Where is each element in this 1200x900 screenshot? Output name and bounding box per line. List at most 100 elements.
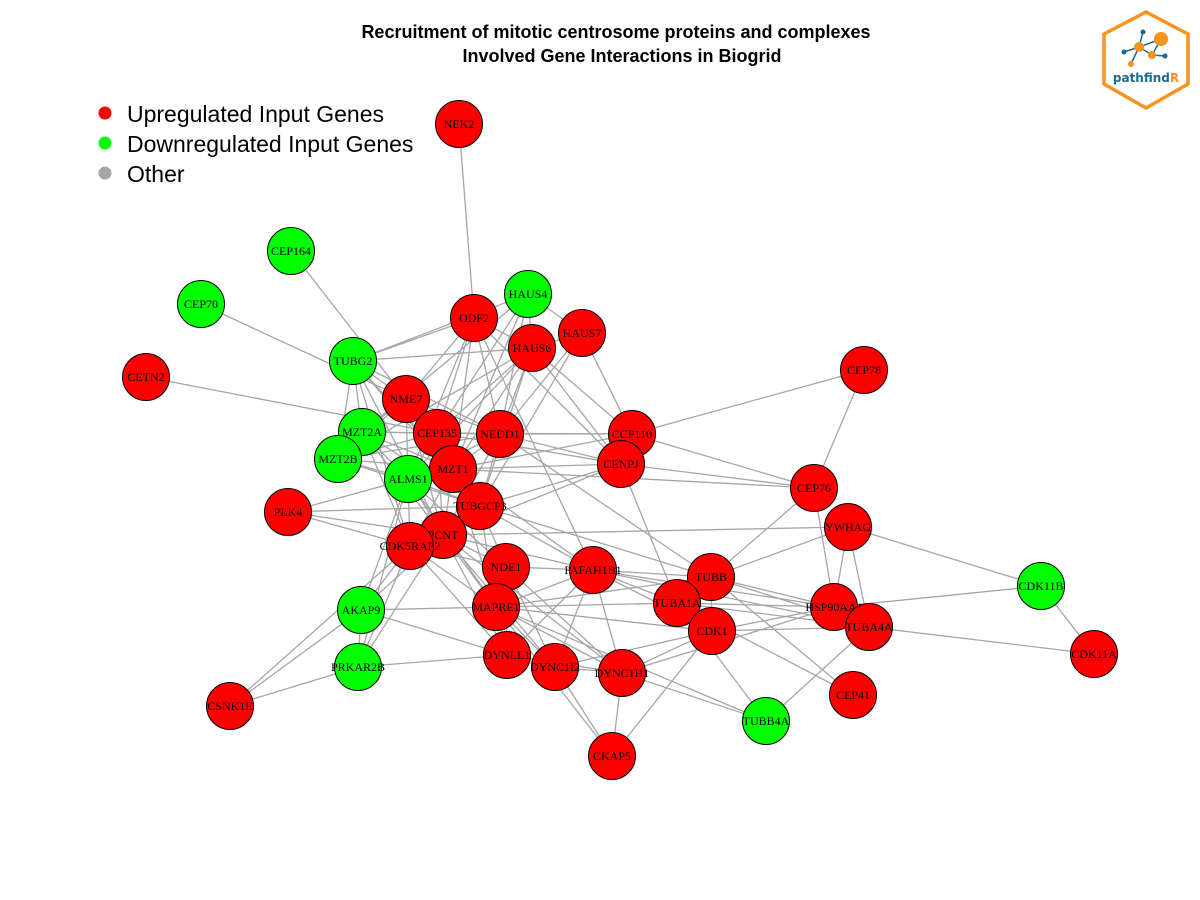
gene-label: HSP90AA1 bbox=[805, 600, 862, 614]
gene-label: CDK1 bbox=[696, 624, 727, 638]
edge-nde1-dync1h1 bbox=[505, 566, 623, 674]
gene-node-circle bbox=[456, 482, 504, 530]
gene-label: CEP70 bbox=[184, 297, 218, 311]
gene-node-circle bbox=[687, 553, 735, 601]
gene-label: MZT1 bbox=[437, 462, 468, 476]
gene-node-cep70: CEP70 bbox=[177, 280, 225, 328]
gene-label: NDE1 bbox=[491, 560, 522, 574]
gene-node-tuba1a: TUBA1A bbox=[653, 579, 701, 627]
gene-node-circle bbox=[688, 607, 736, 655]
gene-node-cenpj: CENPJ bbox=[597, 440, 645, 488]
gene-label: HAUS4 bbox=[509, 287, 548, 301]
gene-node-nek2: NEK2 bbox=[435, 100, 483, 148]
edge-tubb-cep41 bbox=[710, 576, 854, 696]
gene-node-circle bbox=[845, 603, 893, 651]
gene-label: ALMS1 bbox=[388, 472, 427, 486]
gene-node-circle bbox=[382, 375, 430, 423]
edge-ccp110-mzt1 bbox=[452, 433, 633, 470]
edge-haus6-mzt1 bbox=[452, 347, 533, 470]
gene-node-cep164: CEP164 bbox=[267, 227, 315, 275]
edge-cdk5rap2-dynll1 bbox=[409, 545, 508, 656]
edge-tuba4a-cdk11a bbox=[868, 626, 1095, 655]
edge-haus6-alms1 bbox=[407, 347, 533, 480]
gene-node-mapre1: MAPRE1 bbox=[472, 583, 520, 631]
gene-label: CDK11B bbox=[1019, 579, 1064, 593]
gene-node-tubg2: TUBG2 bbox=[329, 337, 377, 385]
legend-label-other: Other bbox=[127, 161, 185, 187]
gene-label: YWHAG bbox=[825, 520, 871, 534]
legend-marker-up bbox=[98, 106, 112, 120]
title-line-2: Involved Gene Interactions in Biogrid bbox=[462, 46, 781, 66]
title-line-1: Recruitment of mitotic centrosome protei… bbox=[361, 22, 870, 42]
edge-akap9-dynll1 bbox=[360, 609, 508, 656]
edge-nedd1-tubb bbox=[499, 433, 712, 578]
gene-node-dynll1: DYNLL1 bbox=[483, 631, 531, 679]
gene-node-haus7: HAUS7 bbox=[558, 309, 606, 357]
gene-label: CEP164 bbox=[271, 244, 311, 258]
edge-haus7-tubgcp3 bbox=[479, 332, 583, 507]
gene-node-circle bbox=[337, 586, 385, 634]
gene-node-nde1: NDE1 bbox=[482, 543, 530, 591]
gene-label: PRKAR2B bbox=[331, 660, 385, 674]
logo-text: pathfindR bbox=[1113, 71, 1179, 85]
edge-nek2-odf2 bbox=[458, 123, 475, 319]
gene-node-circle bbox=[122, 353, 170, 401]
edge-cdk1-mapre1 bbox=[495, 606, 713, 632]
gene-label: TUBB4A bbox=[743, 714, 790, 728]
legend-label-down: Downregulated Input Genes bbox=[127, 131, 413, 157]
network-logo-icon bbox=[1121, 29, 1168, 67]
edge-alms1-prkar2b bbox=[357, 478, 409, 668]
gene-label: PAFAH1B1 bbox=[564, 563, 621, 577]
gene-label: CETN2 bbox=[127, 370, 164, 384]
gene-node-plk4: PLK4 bbox=[264, 488, 312, 536]
gene-label: DYNLL1 bbox=[484, 648, 531, 662]
gene-node-tubb4a: TUBB4A bbox=[742, 697, 790, 745]
gene-label: TUBA1A bbox=[653, 596, 701, 610]
edge-ywhag-tubb bbox=[710, 526, 849, 578]
gene-node-circle bbox=[384, 455, 432, 503]
gene-label: CENPJ bbox=[603, 457, 639, 471]
gene-node-circle bbox=[206, 682, 254, 730]
gene-label: PCNT bbox=[428, 528, 459, 542]
gene-node-cep78: CEP78 bbox=[840, 346, 888, 394]
edge-prkar2b-dynll1 bbox=[357, 654, 508, 668]
gene-node-ckap5: CKAP5 bbox=[588, 732, 636, 780]
gene-node-circle bbox=[450, 294, 498, 342]
edge-cenpj-tuba1a bbox=[620, 463, 678, 604]
gene-node-circle bbox=[598, 649, 646, 697]
gene-label: MZT2A bbox=[342, 425, 382, 439]
edge-ccp110-cep78 bbox=[631, 369, 865, 435]
edge-cdk5rap2-csnk1e bbox=[229, 545, 411, 707]
edge-cenpj-cep76 bbox=[620, 463, 815, 489]
gene-node-circle bbox=[824, 503, 872, 551]
gene-label: TUBA4A bbox=[845, 620, 893, 634]
gene-node-circle bbox=[558, 309, 606, 357]
gene-node-nme7: NME7 bbox=[382, 375, 430, 423]
gene-node-circle bbox=[1017, 562, 1065, 610]
gene-label: NME7 bbox=[390, 392, 423, 406]
edge-cetn2-cep135 bbox=[145, 376, 438, 434]
gene-label: HAUS7 bbox=[563, 326, 602, 340]
gene-label: MZT2B bbox=[318, 452, 357, 466]
gene-node-circle bbox=[742, 697, 790, 745]
gene-node-circle bbox=[314, 435, 362, 483]
gene-node-circle bbox=[264, 488, 312, 536]
gene-node-hsp90aa1: HSP90AA1 bbox=[805, 583, 863, 631]
gene-node-odf2: ODF2 bbox=[450, 294, 498, 342]
gene-node-pafah1b1: PAFAH1B1 bbox=[564, 546, 622, 594]
gene-node-mzt1: MZT1 bbox=[429, 445, 477, 493]
gene-node-circle bbox=[504, 270, 552, 318]
gene-label: DYNC1H1 bbox=[595, 666, 650, 680]
edge-akap9-csnk1e bbox=[229, 609, 362, 707]
edge-tuba1a-mapre1 bbox=[495, 602, 678, 608]
gene-node-dync1h1: DYNC1H1 bbox=[595, 649, 650, 697]
gene-label: NEK2 bbox=[444, 117, 475, 131]
gene-node-circle bbox=[177, 280, 225, 328]
gene-label: CKAP5 bbox=[593, 749, 631, 763]
gene-node-circle bbox=[435, 100, 483, 148]
gene-node-cdk11b: CDK11B bbox=[1017, 562, 1065, 610]
gene-node-circle bbox=[790, 464, 838, 512]
gene-label: CDK5RAP2 bbox=[380, 539, 441, 553]
edge-dync1h1-tubb4a bbox=[621, 672, 767, 722]
